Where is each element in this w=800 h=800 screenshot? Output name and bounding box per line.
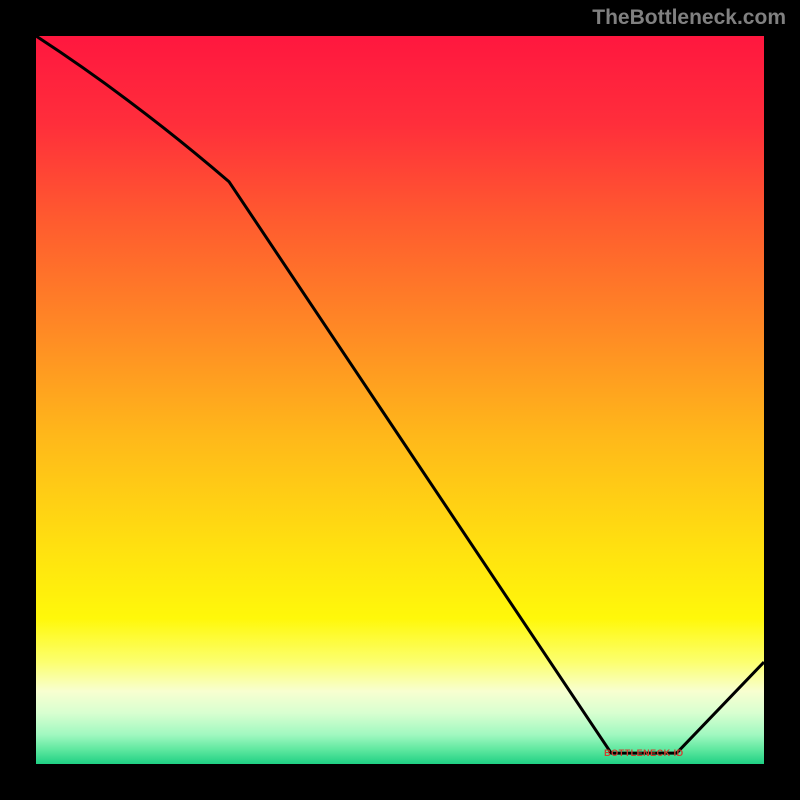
curve-layer <box>36 36 764 764</box>
bottleneck-curve <box>36 36 764 753</box>
plot-area: BOTTLENECK ID <box>36 36 764 764</box>
attribution-text: TheBottleneck.com <box>592 6 786 30</box>
marker-label: BOTTLENECK ID <box>604 748 684 758</box>
